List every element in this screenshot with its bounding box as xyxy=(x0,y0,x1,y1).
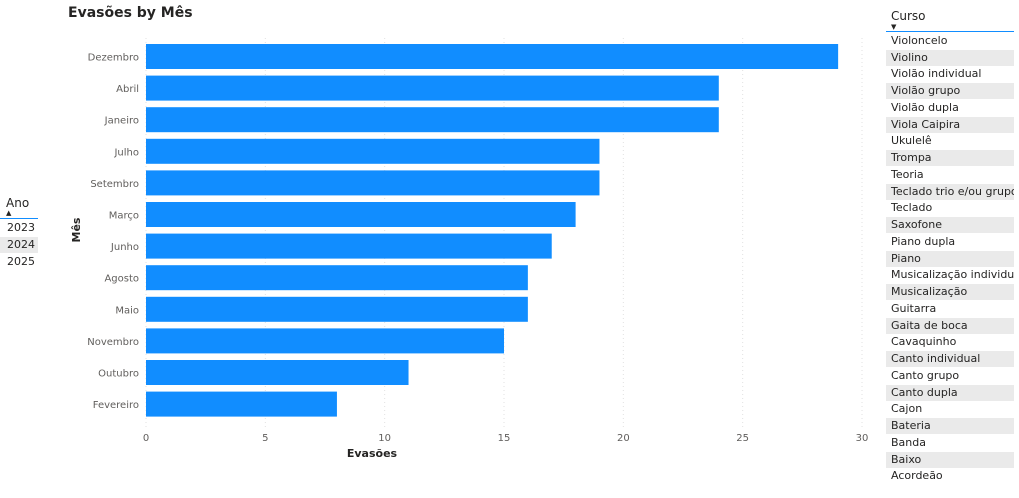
y-tick-label: Agosto xyxy=(104,274,139,285)
y-tick-label: Abril xyxy=(116,84,139,95)
y-tick-label: Novembro xyxy=(87,337,139,348)
curso-slicer-item[interactable]: Saxofone xyxy=(886,217,1014,233)
x-tick-label: 10 xyxy=(378,433,391,444)
curso-slicer-underline xyxy=(886,31,1014,32)
ano-slicer-item[interactable]: 2025 xyxy=(7,255,35,268)
bar[interactable] xyxy=(146,328,504,354)
ano-slicer-underline xyxy=(0,218,38,219)
y-tick-label: Setembro xyxy=(90,179,139,190)
x-tick-label: 25 xyxy=(736,433,749,444)
curso-slicer-item[interactable]: Baixo xyxy=(886,451,1014,468)
bar[interactable] xyxy=(146,75,719,101)
curso-slicer-item[interactable]: Teoria xyxy=(891,167,924,181)
bar[interactable] xyxy=(146,170,600,196)
bar-chart: 0 5 10 15 20 25 30 Dezembro Abril Janeiro Julho Set… xyxy=(70,38,869,460)
curso-slicer-item[interactable]: Guitarra xyxy=(891,301,937,315)
curso-slicer-item[interactable]: Violoncelo xyxy=(891,33,948,47)
bar[interactable] xyxy=(146,233,552,259)
x-tick-label: 15 xyxy=(498,433,511,444)
chart-title: Evasões by Mês xyxy=(68,5,193,21)
bar[interactable] xyxy=(146,265,528,291)
bar[interactable] xyxy=(146,107,719,133)
y-tick-label: Janeiro xyxy=(104,116,139,127)
x-tick-label: 20 xyxy=(617,433,630,444)
curso-slicer-item[interactable]: Cajon xyxy=(891,402,923,416)
ano-slicer: Ano ▲ 2023 2024 2025 xyxy=(0,196,40,270)
curso-slicer-item[interactable]: Violão grupo xyxy=(886,83,1014,99)
curso-slicer-item[interactable]: Bateria xyxy=(886,418,1014,434)
ano-slicer-items: 2023 2024 2025 xyxy=(0,220,40,270)
y-tick-label: Fevereiro xyxy=(93,400,139,411)
curso-slicer-item[interactable]: Trompa xyxy=(886,150,1014,166)
sort-descending-icon[interactable]: ▼ xyxy=(891,23,897,31)
sort-ascending-icon[interactable]: ▲ xyxy=(6,209,12,217)
y-axis-title: Mês xyxy=(70,217,83,242)
x-tick-label: 0 xyxy=(143,433,149,444)
y-tick-label: Julho xyxy=(113,147,139,158)
curso-slicer-item[interactable]: Teclado trio e/ou grupo xyxy=(886,183,1014,200)
curso-slicer-item[interactable]: Violão individual xyxy=(891,67,982,81)
x-tick-label: 5 xyxy=(262,433,268,444)
curso-slicer-item[interactable]: Canto individual xyxy=(886,351,1014,367)
curso-slicer-item[interactable]: Canto dupla xyxy=(886,384,1014,401)
y-tick-label: Junho xyxy=(110,242,139,253)
curso-slicer-items: Violoncelo Violino Violão individual Violão… xyxy=(886,33,1016,485)
curso-slicer-item[interactable]: Violão dupla xyxy=(891,100,959,114)
curso-slicer-item[interactable]: Gaita de boca xyxy=(886,317,1014,334)
ano-slicer-item[interactable]: 2023 xyxy=(7,221,35,234)
x-tick-label: 30 xyxy=(856,433,869,444)
curso-slicer-item[interactable]: Musicalização xyxy=(886,284,1014,300)
bar[interactable] xyxy=(146,391,337,417)
y-tick-label: Março xyxy=(109,211,139,222)
curso-slicer-item[interactable]: Banda xyxy=(891,435,926,449)
curso-slicer-item[interactable]: Teclado xyxy=(891,201,933,215)
curso-slicer-item[interactable]: Acordeão xyxy=(891,469,943,483)
curso-slicer: Curso ▼ Violoncelo Violino Violão individu… xyxy=(886,9,1016,484)
curso-slicer-item[interactable]: Viola Caipira xyxy=(886,116,1014,133)
curso-slicer-title: Curso xyxy=(891,9,926,23)
ano-slicer-item[interactable]: 2024 xyxy=(0,237,38,253)
bar[interactable] xyxy=(146,296,528,322)
y-tick-label: Dezembro xyxy=(88,53,139,64)
bar[interactable] xyxy=(146,138,600,164)
bar[interactable] xyxy=(146,360,409,385)
curso-slicer-item[interactable]: Cavaquinho xyxy=(891,335,957,349)
bar[interactable] xyxy=(146,44,839,69)
curso-slicer-item[interactable]: Ukulelê xyxy=(891,134,932,148)
y-tick-label: Maio xyxy=(115,305,139,316)
curso-slicer-item[interactable]: Violino xyxy=(886,49,1014,66)
x-axis-title: Evasões xyxy=(347,447,398,460)
curso-slicer-item[interactable]: Musicalização individual xyxy=(891,268,1014,282)
curso-slicer-item[interactable]: Piano xyxy=(886,250,1014,267)
bar[interactable] xyxy=(146,202,576,227)
ano-slicer-title: Ano xyxy=(6,196,30,210)
curso-slicer-item[interactable]: Canto grupo xyxy=(891,368,960,382)
curso-slicer-item[interactable]: Piano dupla xyxy=(891,234,956,248)
y-tick-label: Outubro xyxy=(98,369,139,380)
